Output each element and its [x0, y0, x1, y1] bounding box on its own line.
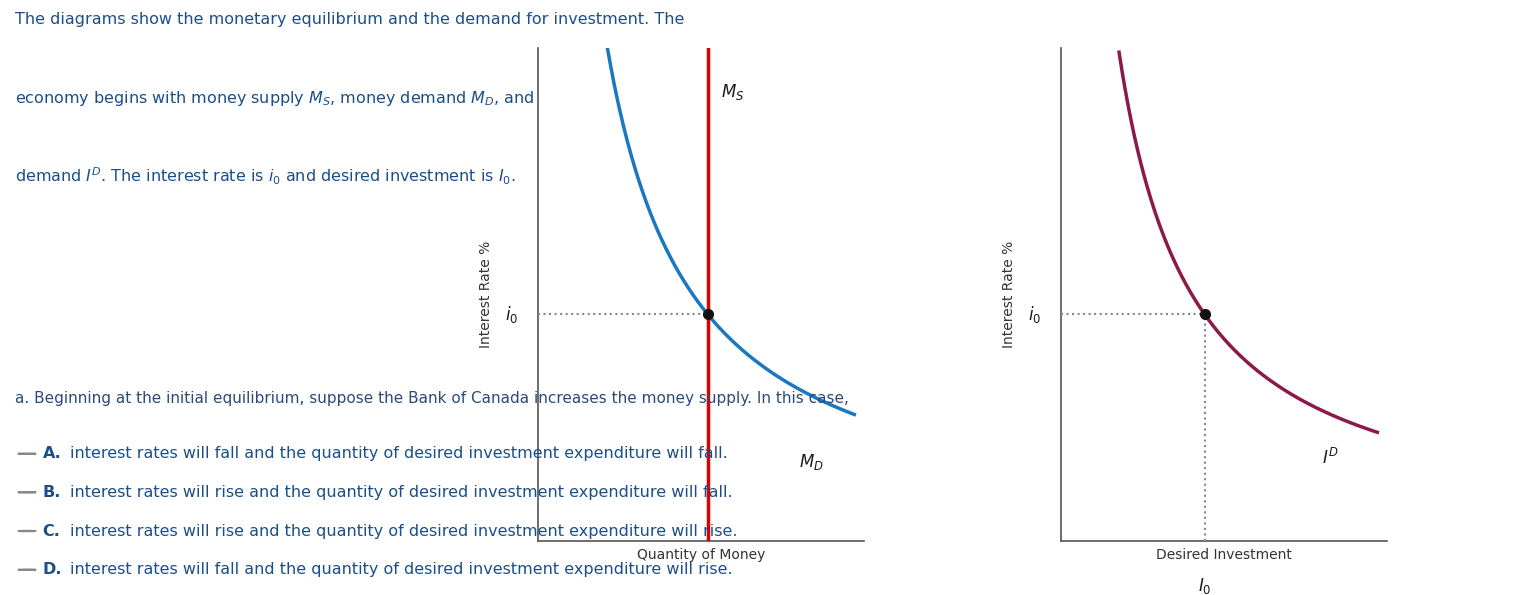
Text: A.: A.: [42, 446, 61, 461]
Text: $i_0$: $i_0$: [1028, 304, 1041, 325]
Text: C.: C.: [42, 524, 61, 538]
Text: $I^D$: $I^D$: [1322, 447, 1339, 468]
Text: The diagrams show the monetary equilibrium and the demand for investment. The: The diagrams show the monetary equilibri…: [15, 12, 685, 27]
Text: Interest Rate %: Interest Rate %: [479, 241, 493, 348]
Text: demand $I^D$. The interest rate is $i_0$ and desired investment is $I_0$.: demand $I^D$. The interest rate is $i_0$…: [15, 165, 515, 187]
Text: interest rates will fall and the quantity of desired investment expenditure will: interest rates will fall and the quantit…: [70, 446, 728, 461]
Text: interest rates will rise and the quantity of desired investment expenditure will: interest rates will rise and the quantit…: [70, 485, 732, 500]
Text: economy begins with money supply $M_S$, money demand $M_D$, and investment: economy begins with money supply $M_S$, …: [15, 89, 631, 108]
Text: $M_D$: $M_D$: [799, 452, 823, 472]
Text: D.: D.: [42, 562, 62, 577]
Text: Interest Rate %: Interest Rate %: [1002, 241, 1016, 348]
Text: B.: B.: [42, 485, 61, 500]
X-axis label: Desired Investment: Desired Investment: [1157, 549, 1292, 562]
Text: $M_S$: $M_S$: [720, 82, 744, 102]
Text: a. Beginning at the initial equilibrium, suppose the Bank of Canada increases th: a. Beginning at the initial equilibrium,…: [15, 391, 849, 406]
Text: interest rates will fall and the quantity of desired investment expenditure will: interest rates will fall and the quantit…: [70, 562, 732, 577]
Text: $I_0$: $I_0$: [1198, 576, 1211, 595]
Text: $i_0$: $i_0$: [505, 304, 518, 325]
X-axis label: Quantity of Money: Quantity of Money: [637, 549, 766, 562]
Text: interest rates will rise and the quantity of desired investment expenditure will: interest rates will rise and the quantit…: [70, 524, 737, 538]
